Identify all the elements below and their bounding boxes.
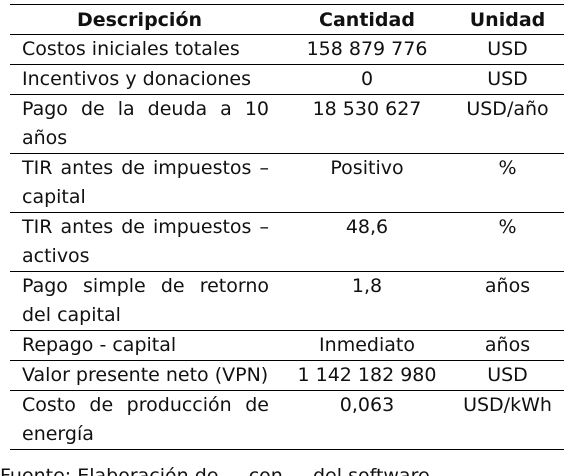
results-table-container: Descripción Cantidad Unidad Costos inici…	[10, 4, 564, 450]
header-quantity: Cantidad	[283, 4, 451, 35]
row-description: Pago simple de retorno del capital	[10, 271, 283, 331]
row-description: TIR antes de impuestos – activos	[10, 212, 283, 272]
row-unit: USD	[451, 360, 564, 391]
row-unit: USD	[451, 34, 564, 65]
row-description: TIR antes de impuestos – capital	[10, 153, 283, 213]
row-quantity: 18 530 627	[283, 94, 451, 154]
row-unit: %	[451, 212, 564, 272]
table-row: Valor presente neto (VPN) 1 142 182 980 …	[10, 360, 564, 391]
row-description: Incentivos y donaciones	[10, 64, 283, 95]
table-header-row: Descripción Cantidad Unidad	[10, 4, 564, 35]
row-quantity: Positivo	[283, 153, 451, 213]
header-unit: Unidad	[451, 4, 564, 35]
row-quantity: 48,6	[283, 212, 451, 272]
table-row: Costos iniciales totales 158 879 776 USD	[10, 34, 564, 65]
row-description: Costo de producción de energía	[10, 390, 283, 450]
row-quantity: 1,8	[283, 271, 451, 331]
row-description: Valor presente neto (VPN)	[10, 360, 283, 391]
row-unit: años	[451, 330, 564, 361]
row-unit: USD	[451, 64, 564, 95]
row-description: Pago de la deuda a 10 años	[10, 94, 283, 154]
row-unit: USD/kWh	[451, 390, 564, 450]
row-unit: años	[451, 271, 564, 331]
table-row: TIR antes de impuestos – activos 48,6 %	[10, 212, 564, 272]
table-row: Pago simple de retorno del capital 1,8 a…	[10, 271, 564, 331]
header-description: Descripción	[10, 4, 283, 35]
row-unit: USD/año	[451, 94, 564, 154]
table-row: Repago - capital Inmediato años	[10, 330, 564, 361]
row-unit: %	[451, 153, 564, 213]
row-description: Costos iniciales totales	[10, 34, 283, 65]
row-quantity: 1 142 182 980	[283, 360, 451, 391]
table-row: Incentivos y donaciones 0 USD	[10, 64, 564, 95]
row-quantity: 0	[283, 64, 451, 95]
table-row: TIR antes de impuestos – capital Positiv…	[10, 153, 564, 213]
row-quantity: Inmediato	[283, 330, 451, 361]
table-row: Costo de producción de energía 0,063 USD…	[10, 390, 564, 450]
financial-results-table: Descripción Cantidad Unidad Costos inici…	[10, 4, 564, 450]
table-row: Pago de la deuda a 10 años 18 530 627 US…	[10, 94, 564, 154]
row-description: Repago - capital	[10, 330, 283, 361]
row-quantity: 0,063	[283, 390, 451, 450]
table-caption: Fuente: Elaboración de ... con ... del s…	[0, 465, 454, 476]
row-quantity: 158 879 776	[283, 34, 451, 65]
